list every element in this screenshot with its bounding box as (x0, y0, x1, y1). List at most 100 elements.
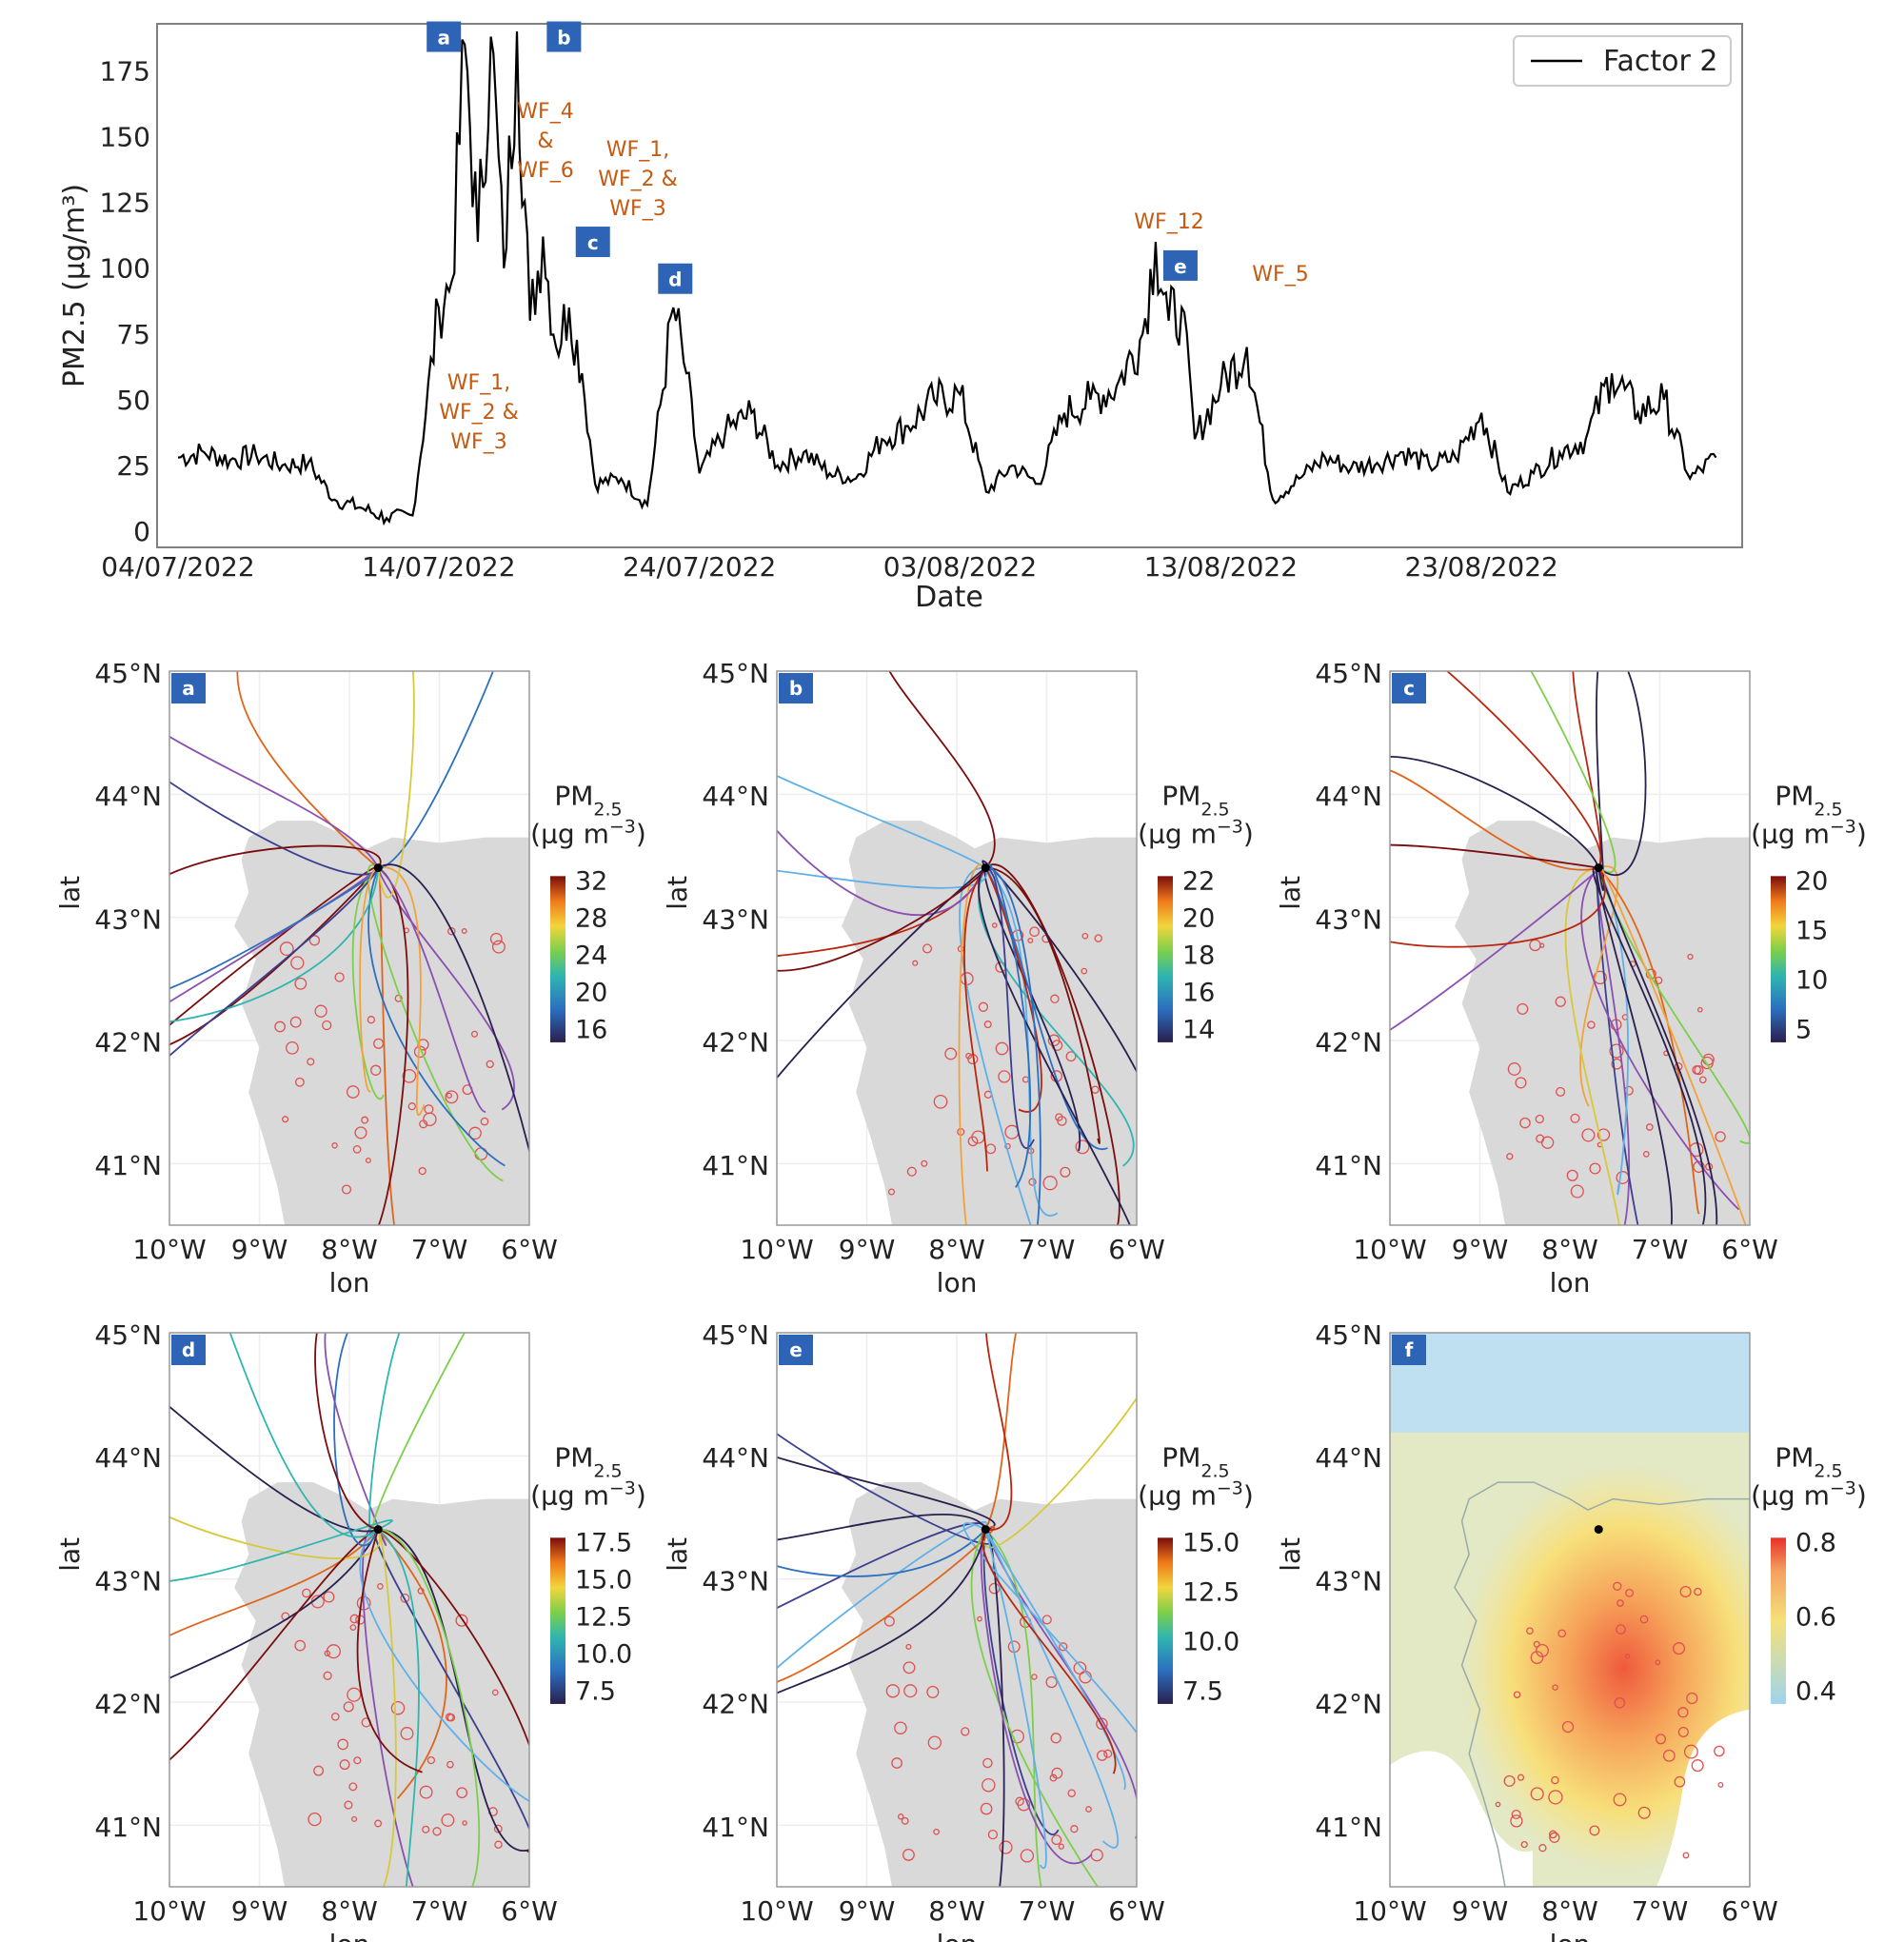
lon-tick-label: 7°W (1632, 1234, 1689, 1265)
fire-perimeter (983, 1021, 992, 1029)
fire-perimeter (1081, 967, 1088, 975)
fire-perimeter (418, 1166, 426, 1176)
lon-tick-label: 7°W (1019, 1234, 1076, 1265)
fire-perimeter (1081, 932, 1089, 940)
lat-tick-label: 44°N (702, 781, 769, 812)
fire-perimeter (1513, 1691, 1521, 1698)
fire-perimeter (302, 1588, 311, 1598)
colorbar-tick-label: 15.0 (1182, 1528, 1240, 1557)
map-frame (169, 1332, 530, 1888)
fire-perimeter (294, 1639, 307, 1652)
timeseries-y-ticks: 0 25 50 75 100 125 150 175 (100, 55, 150, 547)
fire-perimeter (1609, 1043, 1624, 1059)
annotation-text: WF_4 (517, 100, 573, 124)
lat-axis-label: lat (662, 1537, 693, 1572)
lon-axis-label: lon (1550, 1929, 1591, 1942)
fire-perimeter (349, 1624, 357, 1631)
lon-tick-label: 7°W (1019, 1895, 1076, 1927)
lon-tick-label: 10°W (132, 1895, 206, 1927)
colorbar-tick-label: 24 (575, 941, 607, 971)
back-trajectory (1390, 843, 1599, 869)
back-trajectory (377, 863, 529, 1155)
trajectory-map-panels: a 45°N 44°N 43°N 42°N 41°N 10°W 9°W 8°W 7°W 6°W lon… (54, 658, 1867, 1942)
fire-perimeter (445, 1090, 459, 1104)
lon-tick-label: 9°W (231, 1234, 288, 1265)
fire-perimeter (1503, 1774, 1516, 1787)
map-frame (169, 670, 530, 1226)
lon-tick-label: 9°W (839, 1895, 896, 1927)
fire-perimeter (1677, 1726, 1689, 1738)
back-trajectory (984, 866, 1035, 1149)
fire-perimeter (1057, 1116, 1067, 1126)
fire-perimeter (1536, 1643, 1549, 1657)
lat-tick-label: 44°N (1315, 1442, 1382, 1474)
back-trajectory (169, 867, 380, 1022)
fire-perimeter (967, 1136, 979, 1147)
back-trajectory (169, 1405, 379, 1533)
fire-perimeter (1051, 1767, 1063, 1779)
colorbar-tick-label: 0.8 (1795, 1528, 1836, 1557)
lat-tick-label: 44°N (1315, 781, 1382, 812)
x-tick-label: 23/08/2022 (1404, 551, 1557, 583)
fire-perimeter (1682, 1852, 1690, 1859)
fire-perimeter (995, 1041, 1009, 1056)
fire-perimeter (441, 1813, 455, 1827)
fire-perimeter (330, 1712, 340, 1721)
fire-perimeter (1683, 1744, 1698, 1759)
colorbar-tick-label: 12.5 (575, 1603, 632, 1633)
colorbar-title-line1: PM2.5 (1775, 1441, 1842, 1481)
lon-tick-label: 10°W (132, 1234, 206, 1265)
lat-tick-label: 41°N (1315, 1812, 1382, 1843)
panel-label-box (1392, 673, 1426, 703)
fire-perimeter (1070, 1825, 1079, 1833)
legend-box (1513, 35, 1732, 87)
annotation-text: WF_6 (517, 159, 573, 183)
fire-perimeter (1096, 1750, 1108, 1761)
fire-perimeter (1519, 1117, 1531, 1129)
fire-perimeter (933, 1094, 948, 1109)
lat-tick-label: 41°N (1315, 1150, 1382, 1181)
colorbar-tick-label: 10 (1795, 966, 1828, 996)
fire-perimeter (1031, 1674, 1038, 1680)
fire-perimeter (456, 1787, 468, 1799)
map-panel-c: c 45°N 44°N 43°N 42°N 41°N 10°W 9°W 8°W 7°W 6°W lon… (1275, 658, 1867, 1298)
fire-perimeter (307, 1058, 315, 1066)
back-trajectory (377, 1528, 447, 1799)
fire-perimeter (322, 1020, 332, 1031)
fire-perimeter (400, 1593, 410, 1603)
fire-perimeter (348, 1782, 358, 1792)
lon-tick-label: 8°W (1541, 1895, 1598, 1927)
coastline (1454, 1481, 1750, 1887)
panel-label-box (171, 1335, 206, 1365)
back-trajectory (777, 1456, 996, 1531)
fire-perimeter (491, 940, 506, 954)
fire-perimeter (334, 972, 345, 982)
lon-tick-label: 6°W (501, 1234, 558, 1265)
lon-tick-label: 6°W (1721, 1234, 1778, 1265)
lat-tick-label: 41°N (94, 1150, 162, 1181)
fire-perimeter (491, 1689, 499, 1696)
lon-tick-label: 8°W (928, 1234, 985, 1265)
lon-tick-label: 10°W (740, 1234, 813, 1265)
lat-tick-label: 44°N (702, 1442, 769, 1474)
fire-perimeter (352, 1144, 362, 1154)
map-panel-a: a 45°N 44°N 43°N 42°N 41°N 10°W 9°W 8°W 7°W 6°W lon… (54, 658, 646, 1298)
panel-label-box (779, 1335, 813, 1365)
back-trajectory (372, 1333, 466, 1532)
marker-e: e (1162, 249, 1198, 281)
fire-perimeter (988, 1582, 1001, 1595)
fire-perimeter (885, 1684, 901, 1698)
back-trajectory (777, 1529, 987, 1694)
panel-label: e (789, 1338, 803, 1361)
fire-perimeter (1616, 1624, 1626, 1635)
back-trajectory (169, 1529, 380, 1679)
fire-perimeter (1050, 994, 1060, 1004)
legend-entry-factor-2: Factor 2 (1603, 45, 1717, 78)
fire-perimeter (346, 1085, 360, 1099)
colorbar-tick-label: 18 (1182, 941, 1215, 971)
lat-axis-label: lat (54, 1537, 86, 1572)
back-trajectory (984, 1333, 1013, 1531)
back-trajectory (1596, 866, 1673, 1225)
fire-perimeter (980, 1802, 993, 1815)
